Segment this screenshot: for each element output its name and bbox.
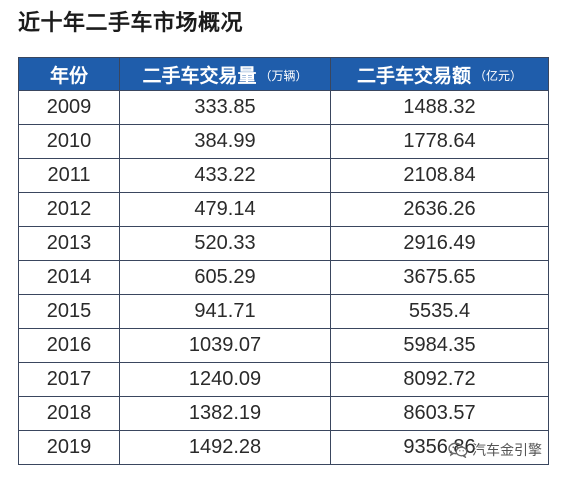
cell-year: 2009 <box>18 90 120 125</box>
cell-volume: 941.71 <box>119 294 331 329</box>
column-header-label: 年份 <box>49 65 88 87</box>
page-title: 近十年二手车市场概况 <box>18 10 244 35</box>
column-header-label: 二手车交易额 <box>356 65 471 87</box>
watermark: 汽车金引擎 <box>448 439 542 461</box>
table-row: 2010 384.99 1778.64 <box>18 124 549 159</box>
cell-year: 2010 <box>18 124 120 159</box>
column-header-label: 二手车交易量 <box>142 65 257 87</box>
table-row: 2009 333.85 1488.32 <box>18 90 549 125</box>
table-row: 2015 941.71 5535.4 <box>18 294 549 329</box>
cell-value: 2108.84 <box>330 158 549 193</box>
cell-year: 2017 <box>18 362 120 397</box>
table-header: 年份 二手车交易量 （万辆） 二手车交易额 （亿元） <box>18 57 549 91</box>
cell-volume: 605.29 <box>119 260 331 295</box>
cell-year: 2019 <box>18 430 120 465</box>
cell-year: 2015 <box>18 294 120 329</box>
table-row: 2014 605.29 3675.65 <box>18 260 549 295</box>
table-row: 2016 1039.07 5984.35 <box>18 328 549 363</box>
table-row: 2012 479.14 2636.26 <box>18 192 549 227</box>
cell-value: 5984.35 <box>330 328 549 363</box>
market-table: 年份 二手车交易量 （万辆） 二手车交易额 （亿元） 2009 333.85 1488.… <box>18 57 549 465</box>
cell-value: 2636.26 <box>330 192 549 227</box>
cell-value: 1778.64 <box>330 124 549 159</box>
cell-year: 2014 <box>18 260 120 295</box>
cell-volume: 520.33 <box>119 226 331 261</box>
table-row: 2017 1240.09 8092.72 <box>18 362 549 397</box>
column-header-unit: （亿元） <box>474 68 523 83</box>
cell-volume: 1382.19 <box>119 396 331 431</box>
cell-volume: 433.22 <box>119 158 331 193</box>
cell-year: 2016 <box>18 328 120 363</box>
cell-volume: 1039.07 <box>119 328 331 363</box>
cell-value: 3675.65 <box>330 260 549 295</box>
table-row: 2013 520.33 2916.49 <box>18 226 549 261</box>
table-row: 2011 433.22 2108.84 <box>18 158 549 193</box>
cell-year: 2013 <box>18 226 120 261</box>
column-header-value: 二手车交易额 （亿元） <box>330 57 549 91</box>
cell-volume: 479.14 <box>119 192 331 227</box>
wechat-icon <box>448 442 468 458</box>
cell-value: 9356.86 <box>330 430 549 465</box>
cell-value: 8092.72 <box>330 362 549 397</box>
header-row: 年份 二手车交易量 （万辆） 二手车交易额 （亿元） <box>18 57 549 91</box>
table-row: 2019 1492.28 9356.86 <box>18 430 549 465</box>
column-header-year: 年份 <box>18 57 120 91</box>
cell-value: 5535.4 <box>330 294 549 329</box>
column-header-unit: （万辆） <box>259 68 308 83</box>
cell-value: 2916.49 <box>330 226 549 261</box>
cell-year: 2018 <box>18 396 120 431</box>
cell-value: 1488.32 <box>330 90 549 125</box>
table-row: 2018 1382.19 8603.57 <box>18 396 549 431</box>
cell-volume: 1240.09 <box>119 362 331 397</box>
watermark-text: 汽车金引擎 <box>472 442 542 458</box>
cell-year: 2011 <box>18 158 120 193</box>
column-header-volume: 二手车交易量 （万辆） <box>119 57 331 91</box>
cell-volume: 333.85 <box>119 90 331 125</box>
table-body: 2009 333.85 1488.32 2010 384.99 1778.64 2011 43… <box>18 90 549 465</box>
cell-volume: 384.99 <box>119 124 331 159</box>
cell-value: 8603.57 <box>330 396 549 431</box>
cell-volume: 1492.28 <box>119 430 331 465</box>
cell-year: 2012 <box>18 192 120 227</box>
